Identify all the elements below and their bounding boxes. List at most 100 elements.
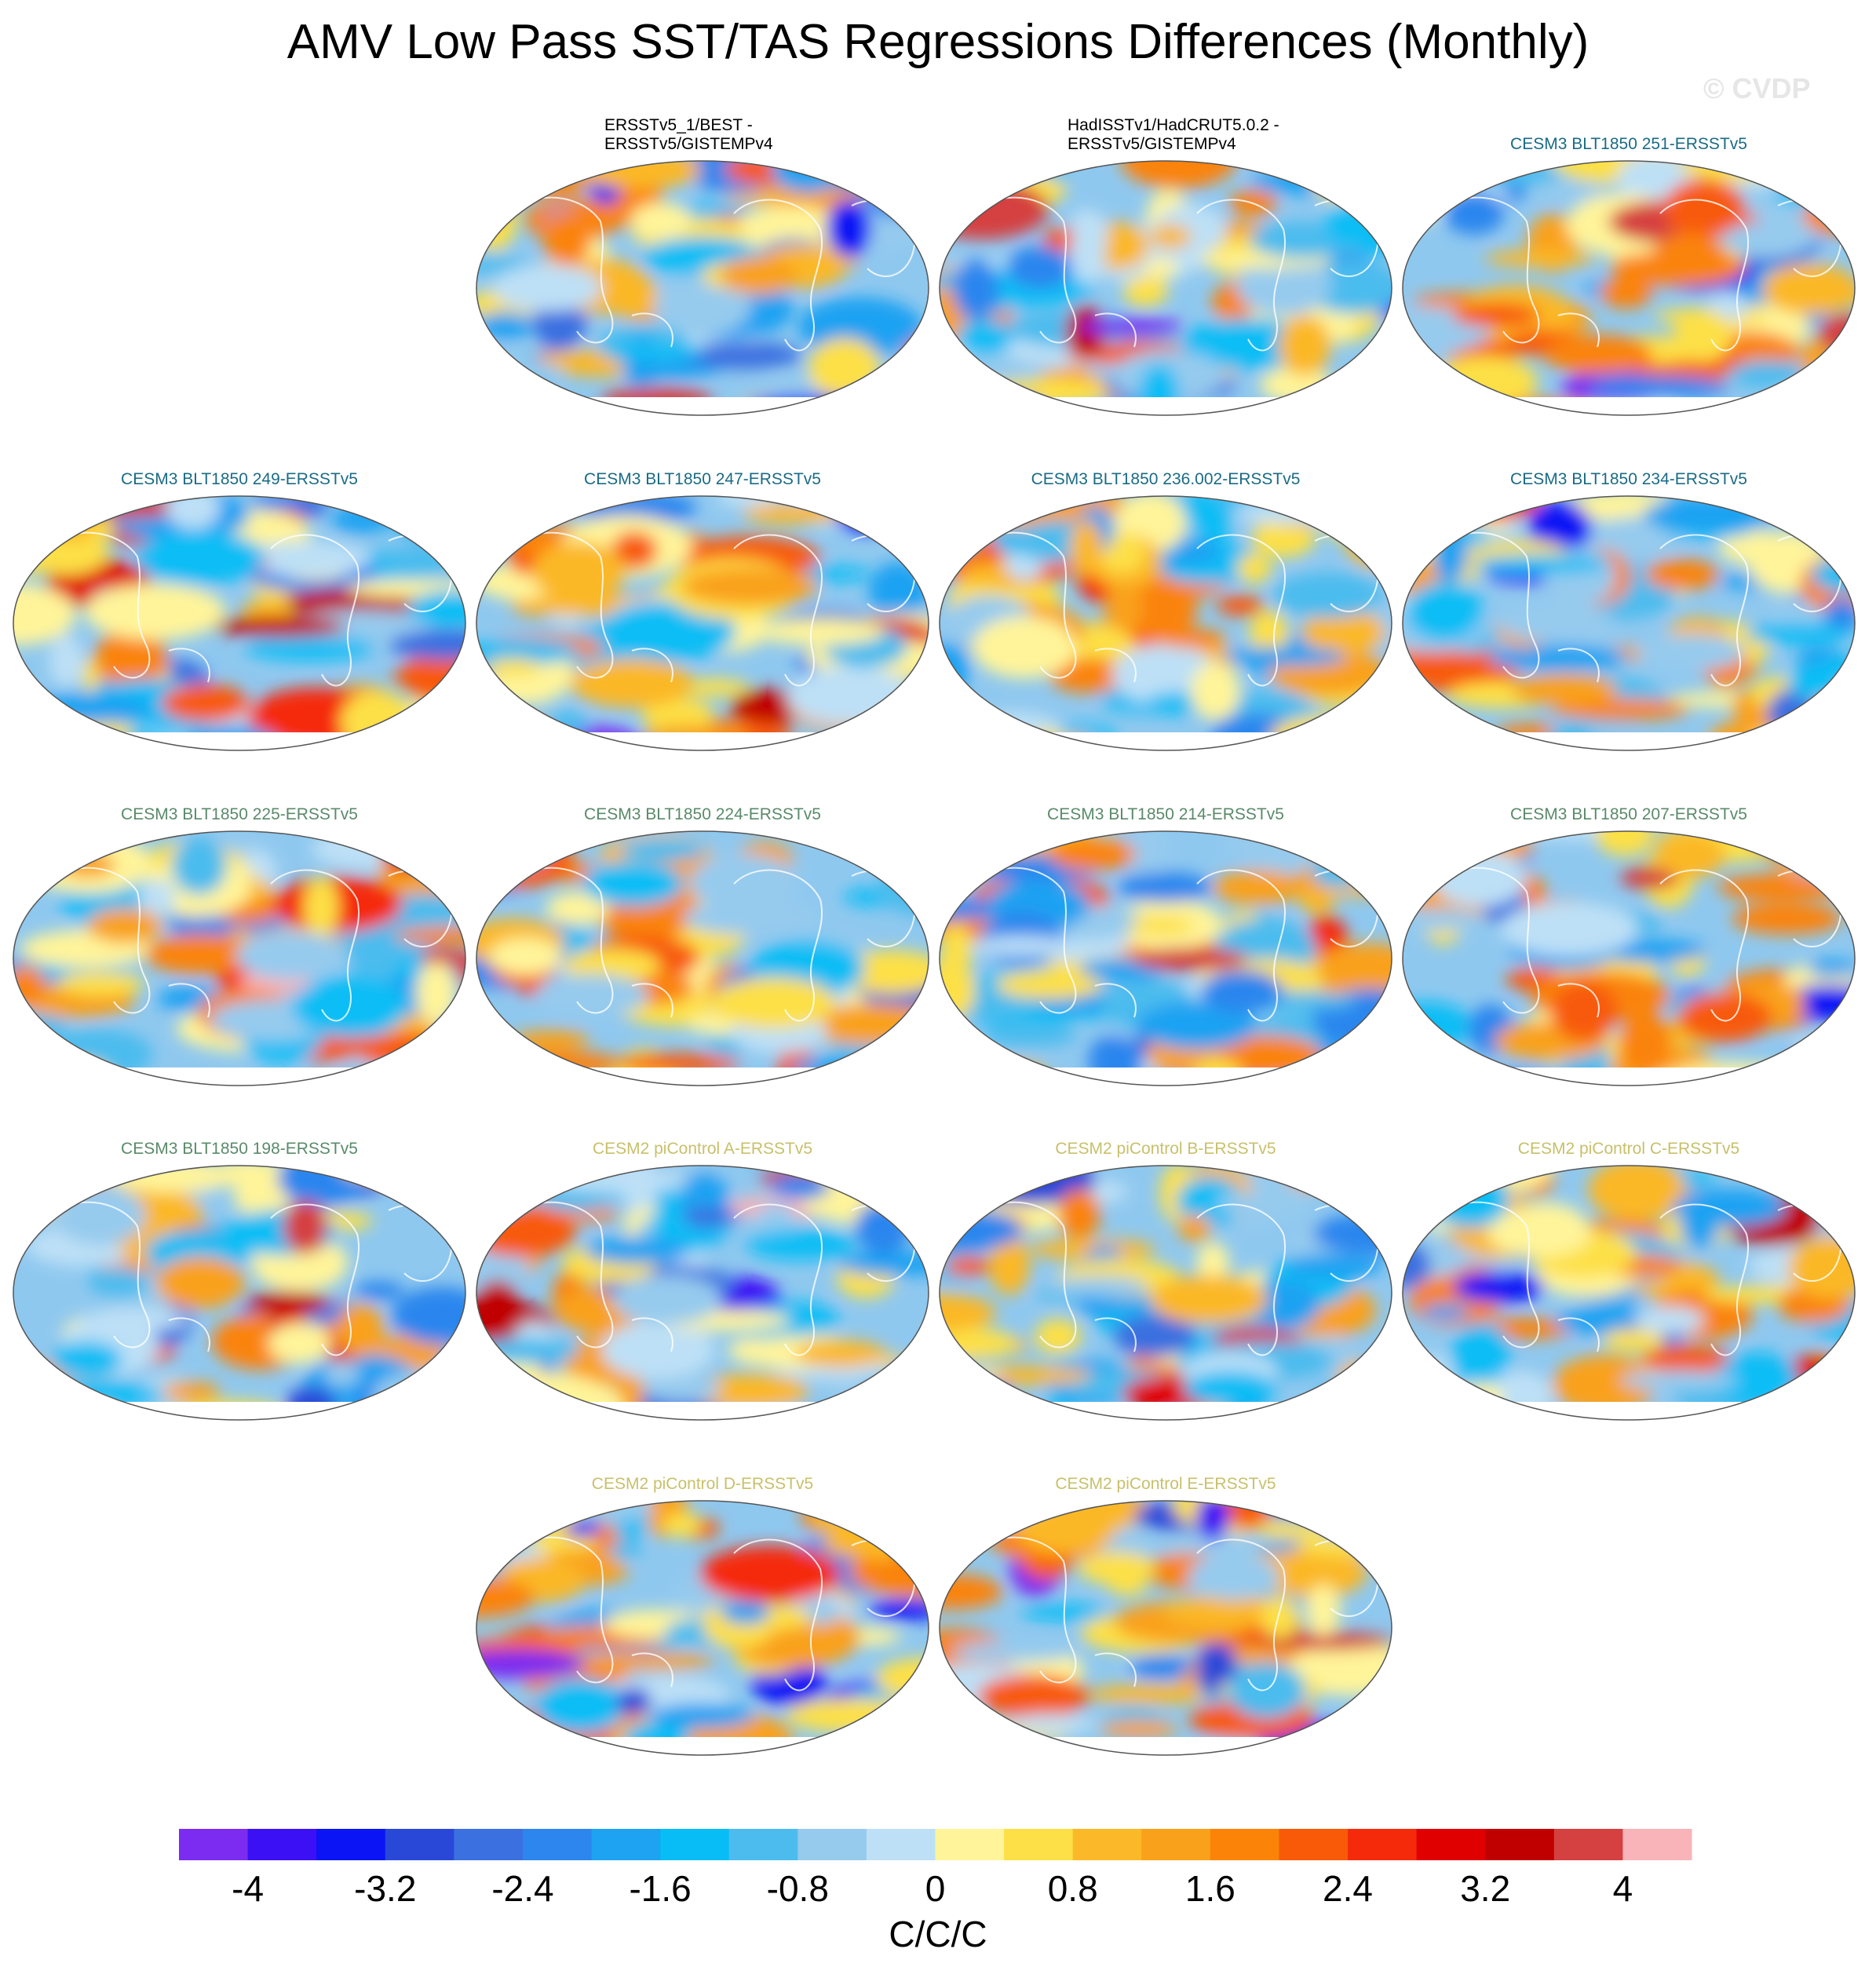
field-blob [389, 630, 465, 660]
field-blob [393, 926, 465, 944]
field-blob [87, 908, 163, 943]
field-blob [1150, 1275, 1268, 1324]
panel-title: CESM2 piControl C-ERSSTv5 [1517, 1140, 1740, 1158]
field-blob [1487, 644, 1628, 672]
coastline [984, 1536, 1379, 1692]
global-map [13, 495, 466, 751]
field-blob [268, 1322, 331, 1364]
field-blob [989, 1235, 1030, 1295]
field-blob [1823, 597, 1855, 633]
panel-title: CESM3 BLT1850 224-ERSSTv5 [584, 805, 821, 823]
field-blob [1655, 831, 1725, 878]
panel-title: CESM3 BLT1850 207-ERSSTv5 [1510, 805, 1747, 823]
field-blob [564, 1520, 601, 1538]
field-blob [244, 633, 374, 661]
field-blob [1123, 280, 1167, 307]
field-blob [408, 590, 465, 626]
field-blob [155, 1257, 245, 1309]
global-map [1402, 495, 1856, 751]
colorbar-swatch [935, 1829, 1005, 1860]
field-blob [1552, 1355, 1657, 1414]
field-blob [602, 272, 658, 317]
field-blob [1677, 992, 1772, 1042]
global-map [476, 830, 929, 1086]
field-blob [241, 600, 294, 620]
field-blob [756, 618, 885, 645]
map-outline [476, 830, 929, 1086]
field-blob [1236, 254, 1331, 316]
field-blob [488, 937, 562, 976]
field-blob [1599, 276, 1653, 308]
panel-title: CESM3 BLT1850 247-ERSSTv5 [584, 470, 821, 488]
field-blob [1620, 866, 1681, 890]
field-blob [94, 629, 167, 688]
colorbar-swatch [1553, 1829, 1623, 1860]
chart-title: AMV Low Pass SST/TAS Regressions Differe… [287, 15, 1589, 69]
coastline [521, 1201, 916, 1356]
field-blob [1196, 1642, 1237, 1695]
field-blob [940, 1293, 996, 1332]
field-blob [235, 931, 347, 980]
map-panel: CESM2 piControl B-ERSSTv5 [938, 1115, 1393, 1421]
field-blob [651, 273, 751, 336]
panel-title: CESM2 piControl A-ERSSTv5 [592, 1140, 813, 1158]
colorbar-swatch [866, 1829, 936, 1860]
field-blob [1718, 530, 1790, 565]
map-panel: CESM2 piControl E-ERSSTv5 [938, 1450, 1393, 1756]
field-blob [1251, 1280, 1320, 1330]
field-blob [1079, 317, 1184, 337]
field-blob [1663, 178, 1745, 238]
field-blob [50, 1341, 122, 1378]
colorbar-tick-label: 1.6 [1185, 1868, 1235, 1909]
global-map [939, 160, 1392, 416]
field-blob [1212, 870, 1303, 905]
field-blob [161, 684, 250, 722]
global-map [939, 1500, 1392, 1756]
field-blob [1113, 1314, 1195, 1358]
panel-title: HadISSTv1/HadCRUT5.0.2 - ERSSTv5/GISTEMPv… [1068, 116, 1279, 153]
field-blob [324, 1361, 360, 1386]
field-blob [139, 879, 176, 917]
panel-title: CESM3 BLT1850 249-ERSSTv5 [121, 470, 358, 488]
field-blob [534, 1677, 626, 1734]
field-blob [1601, 1329, 1665, 1352]
field-blob [1275, 1543, 1368, 1597]
field-blob [1511, 674, 1618, 706]
field-blob [1156, 629, 1226, 648]
field-blob [13, 583, 76, 645]
field-blob [220, 836, 257, 853]
field-blob [1177, 1177, 1244, 1227]
field-blob [1128, 916, 1195, 936]
colorbar-tick-label: 3.2 [1460, 1868, 1510, 1909]
map-outline [939, 830, 1392, 1086]
field-blob [1301, 609, 1385, 655]
cvdp-watermark: © CVDP [1703, 72, 1811, 104]
colorbar-swatch [522, 1829, 593, 1860]
field-blob [682, 900, 821, 936]
field-blob [956, 319, 1013, 356]
field-blob [476, 639, 580, 665]
field-blob [1049, 838, 1136, 871]
coastline [521, 196, 916, 352]
field-blob [1278, 316, 1331, 376]
field-blob [983, 1024, 1078, 1047]
field-blob [1133, 947, 1248, 972]
map-panel: CESM3 BLT1850 198-ERSSTv5 [12, 1115, 467, 1421]
colorbar-swatch [1348, 1829, 1418, 1860]
field-blob [242, 541, 370, 576]
map-outline [1402, 160, 1856, 416]
global-map [13, 830, 466, 1086]
field-blob [1188, 1553, 1280, 1600]
field-blob [1312, 943, 1392, 1000]
field-blob [794, 1340, 887, 1368]
field-blob [1162, 1594, 1292, 1628]
field-blob [1619, 1370, 1739, 1391]
map-panel: ERSSTv5_1/BEST - ERSSTv5/GISTEMPv4 [475, 110, 930, 416]
colorbar-tick-label: -2.4 [491, 1868, 553, 1909]
colorbar-swatch [1485, 1829, 1555, 1860]
field-blob [689, 854, 798, 911]
field-blob [615, 1688, 652, 1714]
field-blob [681, 1207, 739, 1226]
field-blob [1497, 600, 1612, 643]
field-blob [598, 601, 736, 662]
